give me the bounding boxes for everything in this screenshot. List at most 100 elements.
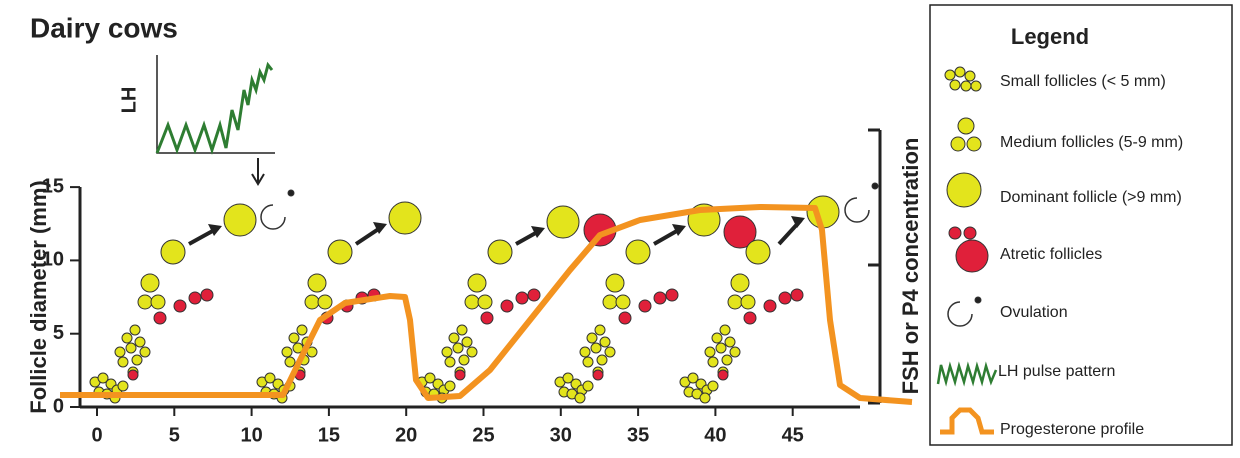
arrow-head	[531, 226, 545, 238]
follicle	[615, 294, 631, 310]
follicle	[730, 273, 750, 293]
follicle	[605, 273, 625, 293]
title: Dairy cows	[30, 12, 178, 43]
follicle	[129, 324, 141, 336]
follicle	[140, 273, 160, 293]
follicle	[687, 372, 699, 384]
follicle	[574, 392, 586, 404]
follicle	[487, 239, 513, 265]
follicle	[745, 239, 771, 265]
x-tick-label: 40	[704, 424, 726, 446]
follicle	[121, 332, 133, 344]
atretic-follicle	[790, 288, 804, 302]
follicle	[458, 354, 470, 366]
ovulation	[260, 204, 286, 230]
arrow-head	[672, 224, 686, 236]
follicle	[456, 324, 468, 336]
atretic-follicle	[618, 311, 632, 325]
atretic-follicle	[743, 311, 757, 325]
x-tick-label: 20	[395, 424, 417, 446]
follicle	[579, 346, 591, 358]
inset-arrow	[251, 158, 265, 186]
follicle	[134, 336, 146, 348]
atretic-follicle	[515, 291, 529, 305]
follicle	[719, 324, 731, 336]
follicle	[599, 336, 611, 348]
arrow-head	[373, 222, 387, 234]
atretic-follicle	[665, 288, 679, 302]
legend-box	[929, 4, 1233, 446]
atretic-follicle	[723, 215, 757, 249]
follicle	[721, 354, 733, 366]
follicle	[441, 346, 453, 358]
right-axis-label: FSH or P4 concentration	[898, 138, 923, 395]
follicle	[444, 380, 456, 392]
follicle	[296, 324, 308, 336]
follicle	[464, 294, 480, 310]
atretic-follicle	[200, 288, 214, 302]
arrow-head	[791, 216, 805, 228]
inset-label: LH	[118, 87, 140, 114]
follicle	[715, 342, 727, 354]
follicle	[288, 332, 300, 344]
x-tick-label: 10	[240, 424, 262, 446]
y-tick-label: 10	[42, 249, 64, 271]
follicle	[117, 380, 129, 392]
follicle	[590, 342, 602, 354]
x-tick-label: 5	[169, 424, 180, 446]
x-tick-label: 35	[627, 424, 649, 446]
follicle	[150, 294, 166, 310]
follicle	[729, 346, 741, 358]
atretic-follicle	[763, 299, 777, 313]
follicle	[699, 392, 711, 404]
follicle	[602, 294, 618, 310]
legend-icons	[936, 66, 998, 435]
x-tick-label: 30	[550, 424, 572, 446]
atretic-follicle	[527, 288, 541, 302]
follicle	[139, 346, 151, 358]
follicle	[114, 346, 126, 358]
atretic-follicle	[480, 311, 494, 325]
follicle	[281, 346, 293, 358]
follicle	[160, 239, 186, 265]
legend-label: Ovulation	[1000, 304, 1068, 321]
follicle	[604, 346, 616, 358]
atretic-follicle	[454, 369, 466, 381]
arrow-head	[208, 224, 222, 236]
x-tick-label: 15	[318, 424, 340, 446]
follicle	[704, 346, 716, 358]
follicle	[625, 239, 651, 265]
follicle	[466, 346, 478, 358]
follicle	[223, 203, 257, 237]
follicle	[388, 201, 422, 235]
atretic-follicle	[592, 369, 604, 381]
legend-label: Dominant follicle (>9 mm)	[1000, 189, 1182, 206]
follicle	[596, 354, 608, 366]
atretic-follicle	[188, 291, 202, 305]
follicle	[307, 273, 327, 293]
follicle	[546, 205, 580, 239]
follicle	[317, 294, 333, 310]
follicle	[740, 294, 756, 310]
follicle	[461, 336, 473, 348]
y-tick-label: 0	[53, 395, 64, 417]
legend-label: LH pulse pattern	[998, 363, 1115, 380]
legend-title: Legend	[1011, 24, 1089, 49]
axes	[78, 187, 860, 409]
follicle	[582, 380, 594, 392]
follicle	[452, 342, 464, 354]
follicle	[711, 332, 723, 344]
legend-label: Small follicles (< 5 mm)	[1000, 73, 1166, 90]
follicle	[304, 294, 320, 310]
follicles	[89, 182, 879, 404]
follicle	[444, 356, 456, 368]
follicle	[125, 342, 137, 354]
y-axis-label: Follicle diameter (mm)	[26, 180, 51, 414]
right-axis	[868, 128, 882, 405]
follicle	[97, 372, 109, 384]
follicle	[724, 336, 736, 348]
follicle	[117, 356, 129, 368]
x-tick-label: 0	[91, 424, 102, 446]
x-tick-label: 25	[472, 424, 494, 446]
